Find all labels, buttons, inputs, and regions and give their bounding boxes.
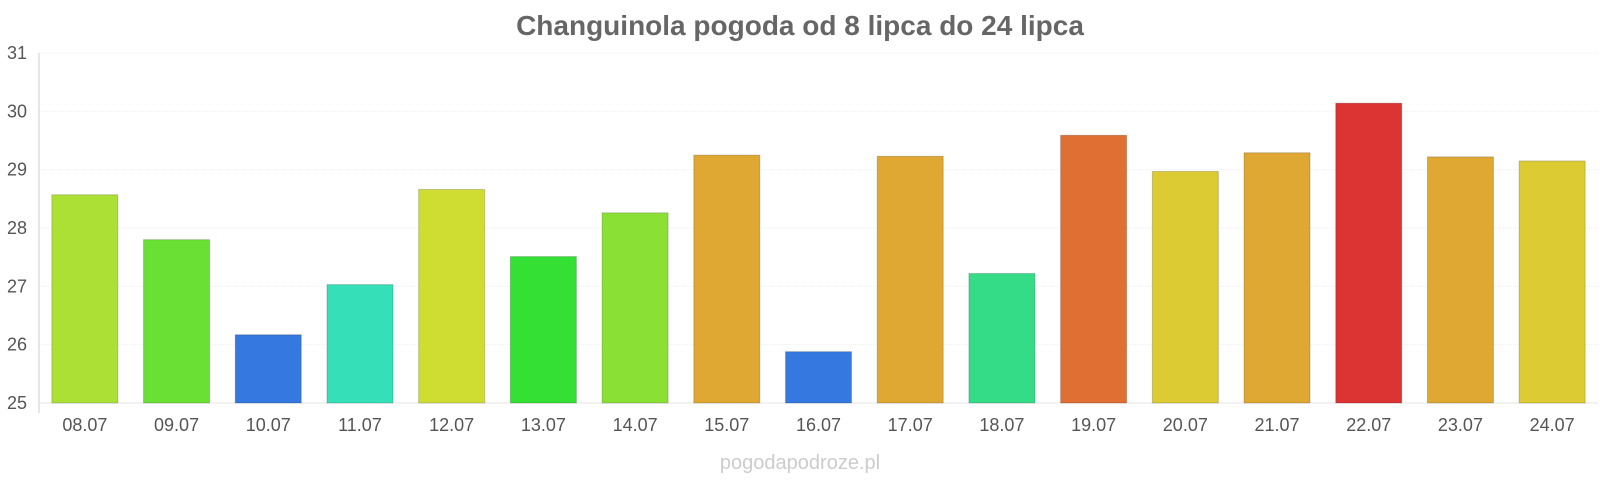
bar-08.07 [51, 194, 119, 404]
bar-13.07 [509, 256, 577, 404]
x-tick-label: 10.07 [246, 415, 291, 435]
x-tick-label: 22.07 [1346, 415, 1391, 435]
x-tick-label: 13.07 [521, 415, 566, 435]
x-tick-label: 11.07 [338, 415, 382, 435]
y-tick-label: 31 [7, 43, 27, 63]
y-tick-label: 29 [7, 160, 27, 180]
x-tick-label: 20.07 [1163, 415, 1208, 435]
x-tick-label: 21.07 [1255, 415, 1300, 435]
bar-23.07 [1426, 156, 1494, 404]
watermark: pogodapodroze.pl [719, 452, 881, 474]
x-tick-label: 18.07 [979, 415, 1024, 435]
x-tick-label: 23.07 [1438, 415, 1483, 435]
bar-20.07 [1151, 170, 1219, 404]
bar-16.07 [784, 351, 853, 404]
y-tick-labels: 25 26 27 28 29 30 31 [7, 43, 27, 413]
x-tick-label: 19.07 [1071, 415, 1116, 435]
bar-11.07 [326, 284, 394, 404]
bar-15.07 [693, 154, 761, 404]
bar-21.07 [1243, 152, 1311, 404]
bar-14.07 [601, 212, 669, 404]
bar-22.07 [1335, 102, 1403, 404]
bar-09.07 [143, 239, 211, 404]
x-tick-label: 17.07 [888, 415, 933, 435]
y-tick-label: 27 [7, 276, 27, 296]
x-tick-label: 08.07 [62, 415, 107, 435]
x-tick-label: 24.07 [1530, 415, 1575, 435]
y-tick-label: 30 [7, 101, 27, 121]
x-tick-label: 14.07 [613, 415, 658, 435]
x-tick-label: 15.07 [704, 415, 749, 435]
x-tick-labels: 08.07 09.07 10.07 11.07 12.07 13.07 14.07 15.07… [62, 415, 1574, 435]
y-tick-label: 26 [7, 335, 27, 355]
y-tick-label: 25 [7, 393, 27, 413]
x-tick-label: 09.07 [154, 415, 199, 435]
x-tick-label: 16.07 [796, 415, 841, 435]
x-tick-label: 12.07 [429, 415, 474, 435]
bar-17.07 [876, 155, 944, 404]
y-tick-label: 28 [7, 218, 27, 238]
bar-10.07 [234, 334, 302, 404]
bar-18.07 [968, 273, 1036, 404]
bar-24.07 [1518, 160, 1586, 404]
bar-19.07 [1060, 134, 1128, 404]
bar-12.07 [418, 189, 486, 404]
bars [51, 102, 1586, 404]
chart-title: Changuinola pogoda od 8 lipca do 24 lipc… [516, 10, 1084, 41]
